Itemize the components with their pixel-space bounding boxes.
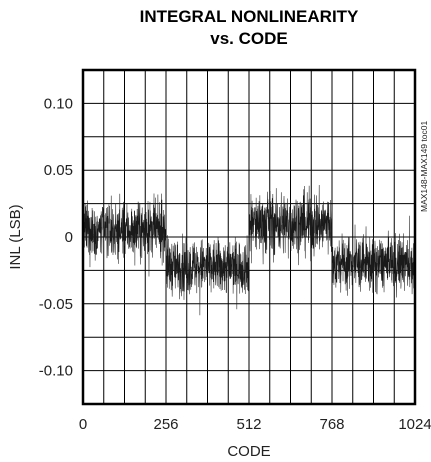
- y-tick-label: 0.10: [44, 95, 73, 112]
- x-tick-labels: 0 256 512 768 1024: [79, 416, 431, 433]
- y-tick-label: 0.05: [44, 162, 73, 179]
- x-axis-label: CODE: [227, 443, 270, 460]
- y-tick-label: 0: [65, 229, 73, 246]
- chart-title-line1: INTEGRAL NONLINEARITY: [140, 7, 359, 26]
- x-tick-label: 256: [153, 416, 178, 433]
- inl-trace: [82, 185, 416, 316]
- x-tick-label: 1024: [398, 416, 431, 433]
- x-tick-label: 768: [319, 416, 344, 433]
- y-tick-label: -0.10: [39, 363, 73, 380]
- chart-title-line2: vs. CODE: [210, 29, 287, 48]
- y-tick-labels: 0.10 0.05 0 -0.05 -0.10: [39, 95, 73, 379]
- y-tick-label: -0.05: [39, 296, 73, 313]
- x-tick-label: 512: [236, 416, 261, 433]
- x-tick-label: 0: [79, 416, 87, 433]
- figure-id-note: MAX148-MAX149 toc01: [419, 121, 429, 212]
- y-axis-label: INL (LSB): [7, 204, 24, 269]
- plot-frame: [81, 68, 417, 406]
- inl-series-line: [82, 185, 416, 316]
